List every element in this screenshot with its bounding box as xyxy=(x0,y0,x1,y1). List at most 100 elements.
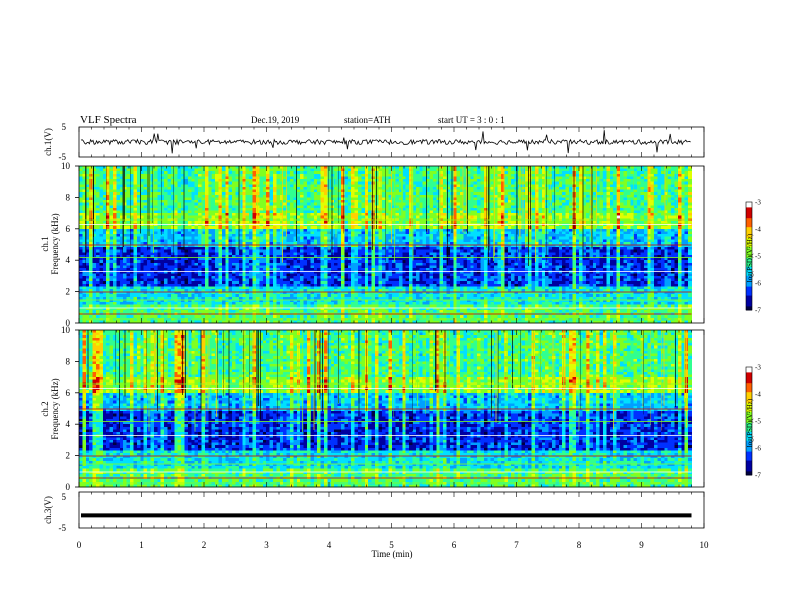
figure-title: VLF Spectra xyxy=(80,114,137,126)
colorbar-tick-label: -6 xyxy=(755,280,761,288)
colorbar-tick-label: -6 xyxy=(755,445,761,453)
colorbar-swatch xyxy=(746,421,752,424)
colorbar-swatch xyxy=(746,283,752,286)
colorbar-swatch xyxy=(746,263,752,266)
colorbar-swatch xyxy=(746,437,752,440)
colorbar-tick-label: -3 xyxy=(755,199,761,207)
colorbar-swatch xyxy=(746,455,752,458)
freq-ytick-label: 8 xyxy=(66,192,71,202)
colorbar-swatch xyxy=(746,238,752,241)
time-axis: 0 1 2 3 4 5 6 7 8 9 10 xyxy=(77,127,709,550)
colorbar-swatch xyxy=(746,464,752,467)
time-tick-label: 9 xyxy=(639,540,644,550)
colorbar-swatch xyxy=(746,412,752,415)
colorbar-swatch xyxy=(746,272,752,275)
colorbar-swatch xyxy=(746,430,752,433)
colorbar-swatch xyxy=(746,239,752,243)
colorbar-swatch xyxy=(746,444,752,447)
colorbar-swatch xyxy=(746,221,752,225)
colorbar-swatch xyxy=(746,207,752,210)
colorbar-swatch xyxy=(746,236,752,239)
ch1-freq-ylabel: Frequency (kHz) xyxy=(50,213,60,274)
colorbar-swatch xyxy=(746,277,752,280)
colorbar-swatch xyxy=(746,304,752,307)
colorbar-swatch xyxy=(746,422,752,426)
colorbar-swatch xyxy=(746,212,752,216)
freq-ytick-label: 6 xyxy=(66,224,71,234)
ch2-colorbar: -3 -4 -5 -6 -7 xyxy=(745,364,761,480)
colorbar-swatch xyxy=(746,408,752,411)
colorbar-swatch xyxy=(746,466,752,469)
ch2-colorbar-label: log(PSD)(V²/Hz) xyxy=(746,398,754,447)
colorbar-swatch xyxy=(746,460,752,463)
colorbar-swatch xyxy=(746,301,752,304)
colorbar-swatch xyxy=(746,293,752,297)
freq-ytick-label: 4 xyxy=(66,255,71,265)
colorbar-swatch xyxy=(746,449,752,453)
colorbar-swatch xyxy=(746,232,752,235)
freq-ytick-label: 2 xyxy=(66,451,71,461)
colorbar-swatch xyxy=(746,404,752,408)
freq-ytick-label: 0 xyxy=(66,482,71,492)
colorbar-swatch xyxy=(746,469,752,472)
colorbar-swatch xyxy=(746,462,752,465)
colorbar-swatch xyxy=(746,383,752,386)
colorbar-swatch xyxy=(746,270,752,273)
ch2-freq-ylabel: Frequency (kHz) xyxy=(50,378,60,439)
colorbar-swatch xyxy=(746,254,752,257)
colorbar-swatch xyxy=(746,202,752,205)
colorbar-swatch xyxy=(746,295,752,298)
time-tick-label: 0 xyxy=(77,540,82,550)
colorbar-swatch xyxy=(746,257,752,261)
colorbar-swatch xyxy=(746,265,752,268)
colorbar-swatch xyxy=(746,403,752,406)
colorbar-swatch xyxy=(746,203,752,207)
colorbar-swatch xyxy=(746,473,752,476)
colorbar-swatch xyxy=(746,241,752,244)
colorbar-swatch xyxy=(746,368,752,372)
colorbar-swatch xyxy=(746,451,752,454)
colorbar-swatch xyxy=(746,308,752,311)
colorbar-swatch xyxy=(746,292,752,295)
time-tick-label: 8 xyxy=(577,540,582,550)
colorbar-swatch xyxy=(746,415,752,418)
colorbar-swatch xyxy=(746,446,752,449)
colorbar-swatch xyxy=(746,413,752,417)
colorbar-swatch xyxy=(746,374,752,377)
ch2-spectrogram-image xyxy=(79,330,692,488)
colorbar-swatch xyxy=(746,248,752,252)
colorbar-swatch xyxy=(746,433,752,436)
colorbar-swatch xyxy=(746,247,752,250)
ch3-ylabel: ch.3(V) xyxy=(43,496,53,524)
colorbar-swatch xyxy=(746,381,752,384)
colorbar-swatch xyxy=(746,279,752,282)
colorbar-swatch xyxy=(746,218,752,221)
ch3-ytick-max: 5 xyxy=(62,492,67,502)
freq-ytick-label: 2 xyxy=(66,287,71,297)
colorbar-swatch xyxy=(746,229,752,232)
ch2-channel-label: ch.2 xyxy=(40,401,50,416)
colorbar-swatch xyxy=(746,268,752,271)
ch1-waveform-panel: 5 -5 ch.1(V) xyxy=(43,122,705,162)
colorbar-tick-label: -3 xyxy=(755,364,761,372)
colorbar-swatch xyxy=(746,428,752,431)
colorbar-swatch xyxy=(746,288,752,291)
colorbar-swatch xyxy=(746,274,752,277)
colorbar-swatch xyxy=(746,367,752,370)
colorbar-swatch xyxy=(746,290,752,293)
colorbar-tick-label: -5 xyxy=(755,253,761,261)
time-tick-label: 3 xyxy=(264,540,269,550)
colorbar-swatch xyxy=(746,284,752,288)
colorbar-swatch xyxy=(746,220,752,223)
colorbar-swatch xyxy=(746,261,752,264)
freq-ytick-label: 10 xyxy=(61,325,71,335)
colorbar-swatch xyxy=(746,448,752,451)
colorbar-tick-label: -5 xyxy=(755,418,761,426)
freq-ytick-label: 6 xyxy=(66,388,71,398)
freq-ytick-label: 8 xyxy=(66,356,71,366)
ch1-ylabel: ch.1(V) xyxy=(43,128,53,156)
time-tick-label: 5 xyxy=(389,540,394,550)
colorbar-swatch xyxy=(746,216,752,219)
